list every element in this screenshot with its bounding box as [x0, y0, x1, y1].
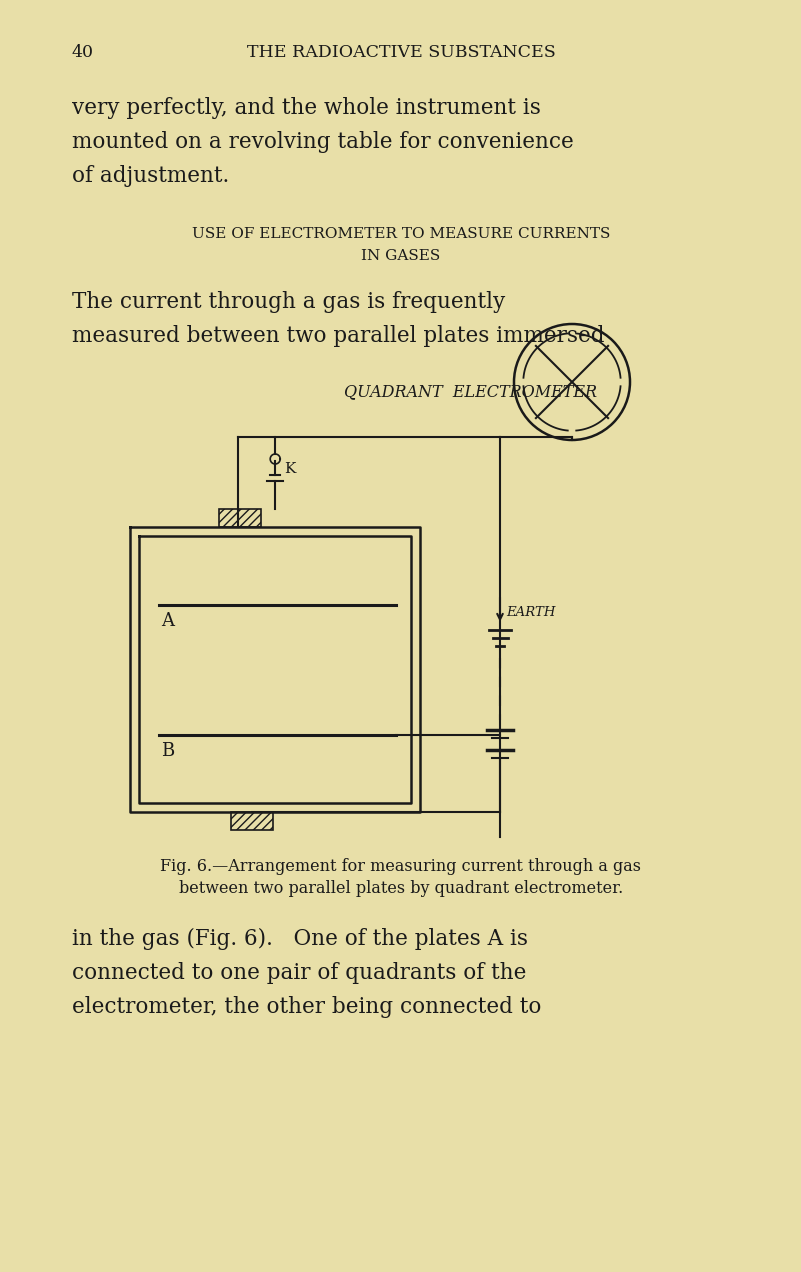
Text: IN GASES: IN GASES: [361, 249, 441, 263]
Text: very perfectly, and the whole instrument is: very perfectly, and the whole instrument…: [72, 97, 541, 120]
Text: mounted on a revolving table for convenience: mounted on a revolving table for conveni…: [72, 131, 574, 153]
Bar: [219, 509, 261, 527]
Text: THE RADIOACTIVE SUBSTANCES: THE RADIOACTIVE SUBSTANCES: [247, 45, 555, 61]
Text: connected to one pair of quadrants of the: connected to one pair of quadrants of th…: [72, 962, 526, 985]
Text: QUADRANT  ELECTROMETER: QUADRANT ELECTROMETER: [344, 383, 597, 399]
Text: USE OF ELECTROMETER TO MEASURE CURRENTS: USE OF ELECTROMETER TO MEASURE CURRENTS: [191, 226, 610, 240]
Text: 40: 40: [72, 45, 94, 61]
Text: The current through a gas is frequently: The current through a gas is frequently: [72, 291, 505, 313]
Text: electrometer, the other being connected to: electrometer, the other being connected …: [72, 996, 541, 1018]
Bar: [231, 812, 273, 831]
Text: Fig. 6.—Arrangement for measuring current through a gas: Fig. 6.—Arrangement for measuring curren…: [160, 859, 642, 875]
Text: measured between two parallel plates immersed: measured between two parallel plates imm…: [72, 326, 605, 347]
Text: A: A: [161, 613, 174, 631]
Text: between two parallel plates by quadrant electrometer.: between two parallel plates by quadrant …: [179, 880, 623, 897]
Text: B: B: [161, 743, 175, 761]
Text: in the gas (Fig. 6).   One of the plates A is: in the gas (Fig. 6). One of the plates A…: [72, 929, 528, 950]
Text: EARTH: EARTH: [506, 605, 555, 619]
Text: of adjustment.: of adjustment.: [72, 165, 229, 187]
Text: K: K: [284, 462, 296, 476]
